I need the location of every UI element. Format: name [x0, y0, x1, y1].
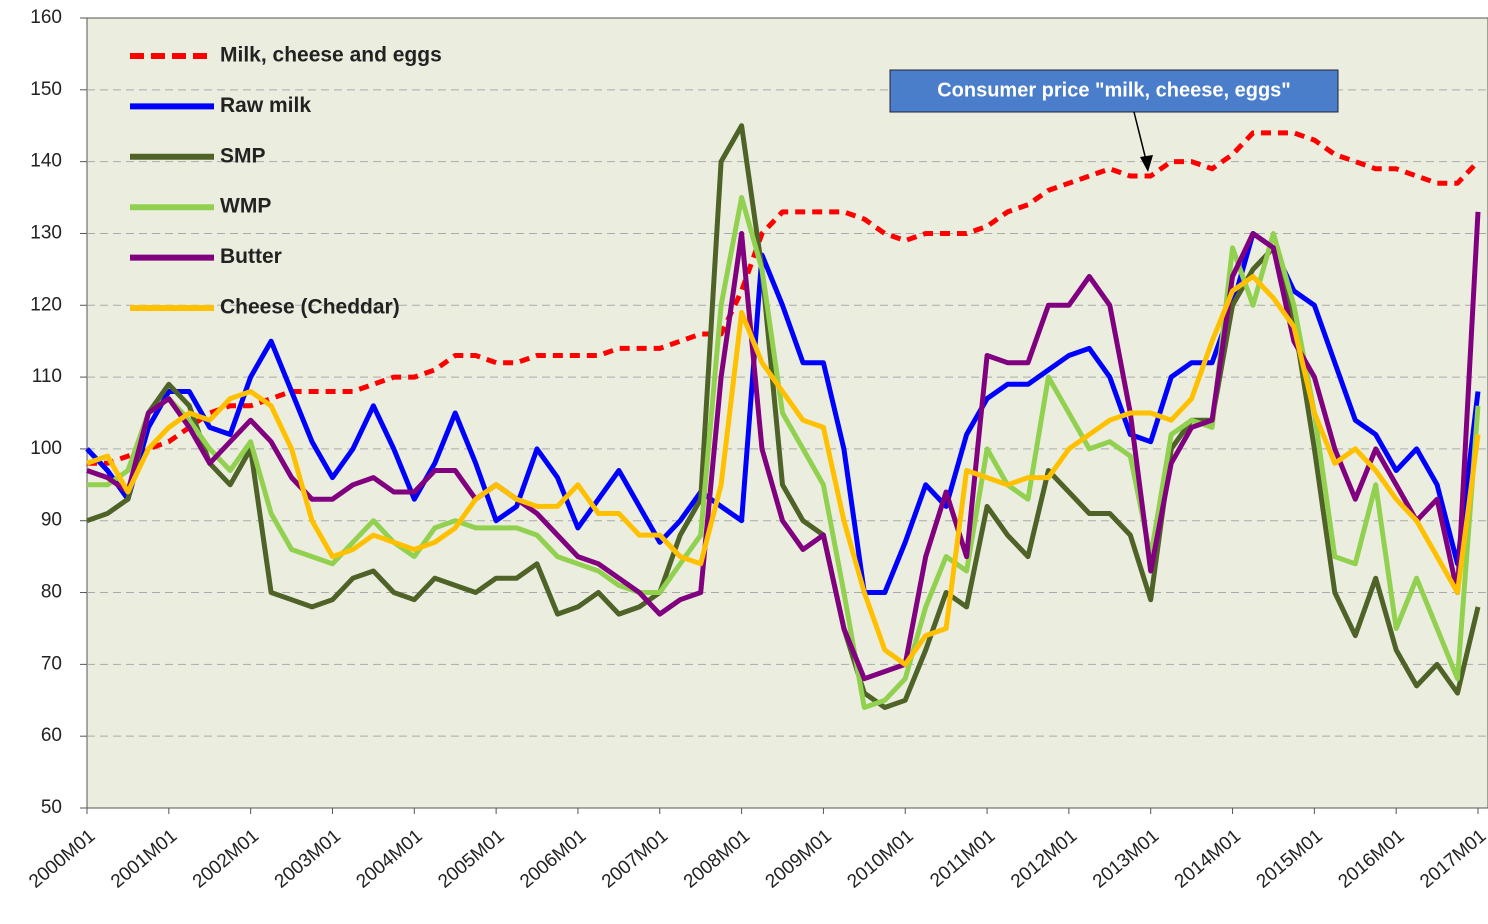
- y-tick-label: 130: [30, 222, 62, 243]
- annotation-box: [889, 69, 1339, 113]
- y-tick-label: 110: [32, 366, 62, 387]
- y-tick-label: 150: [30, 79, 62, 100]
- legend-label: Butter: [220, 245, 282, 268]
- x-tick-label: 2016M01: [1334, 826, 1408, 893]
- y-tick-label: 140: [30, 151, 62, 172]
- x-tick-label: 2004M01: [353, 826, 427, 893]
- x-tick-label: 2001M01: [107, 826, 181, 893]
- y-tick-label: 80: [41, 582, 62, 603]
- annotation-arrow: [1133, 111, 1147, 161]
- y-tick-label: 120: [30, 294, 62, 315]
- x-tick-label: 2012M01: [1007, 826, 1081, 893]
- x-tick-label: 2000M01: [25, 826, 99, 893]
- y-tick-label: 100: [30, 438, 62, 459]
- x-tick-label: 2009M01: [762, 826, 836, 893]
- plot-area: [86, 17, 1488, 809]
- x-tick-label: 2015M01: [1253, 826, 1327, 893]
- legend-label: WMP: [220, 195, 271, 218]
- x-tick-label: 2005M01: [434, 826, 508, 893]
- annotation: Consumer price "milk, cheese, eggs": [937, 79, 1291, 101]
- x-tick-label: 2002M01: [189, 826, 263, 893]
- annotation-arrowhead: [1140, 155, 1153, 172]
- legend-label: Cheese (Cheddar): [220, 296, 400, 319]
- series-line: [87, 130, 1480, 466]
- y-tick-label: 50: [41, 797, 62, 818]
- series-line: [87, 195, 1481, 710]
- y-tick-label: 70: [41, 653, 62, 674]
- x-tick-label: 2010M01: [843, 826, 917, 893]
- x-tick-label: 2007M01: [598, 826, 672, 893]
- series-line: [86, 211, 1481, 682]
- x-tick-label: 2011M01: [926, 826, 999, 892]
- x-tick-label: 2003M01: [271, 826, 345, 893]
- legend-label: SMP: [220, 144, 266, 167]
- x-tick-label: 2014M01: [1171, 826, 1245, 893]
- y-tick-label: 60: [41, 725, 62, 746]
- x-tick-label: 2017M01: [1416, 826, 1488, 893]
- series-line: [85, 231, 1481, 595]
- series-line: [86, 274, 1481, 667]
- x-tick-label: 2008M01: [680, 826, 754, 893]
- legend-label: Raw milk: [220, 94, 311, 117]
- y-tick-label: 90: [41, 510, 62, 531]
- x-tick-label: 2006M01: [516, 826, 590, 893]
- y-tick-label: 160: [30, 7, 62, 28]
- x-tick-label: 2013M01: [1089, 826, 1163, 893]
- legend-label: Milk, cheese and eggs: [220, 44, 442, 67]
